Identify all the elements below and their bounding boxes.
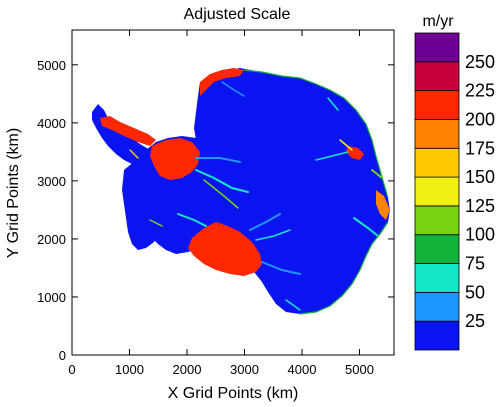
colorbar-swatch (414, 32, 460, 63)
y-tick-label: 4000 (37, 116, 66, 131)
colorbar-label: 50 (465, 282, 485, 302)
ross-ice-shelf (188, 222, 262, 276)
colorbar: 25 50 75 100 125 150 175 200 225 250 (414, 32, 495, 351)
colorbar-label: 250 (465, 52, 495, 72)
plot-frame (71, 29, 395, 356)
colorbar-label: 125 (465, 196, 495, 216)
colorbar-label: 175 (465, 138, 495, 158)
y-tick-label: 0 (59, 348, 66, 363)
y-axis: 0 1000 2000 3000 4000 5000 (37, 58, 394, 363)
colorbar-units: m/yr (422, 13, 454, 30)
colorbar-swatch (414, 320, 460, 351)
coastal-fast-flow-east (376, 190, 390, 220)
y-axis-label: Y Grid Points (km) (5, 128, 22, 258)
x-tick-label: 1000 (115, 362, 144, 377)
colorbar-swatch (414, 291, 460, 322)
y-tick-label: 5000 (37, 58, 66, 73)
colorbar-label: 75 (465, 254, 485, 274)
figure-title: Adjusted Scale (184, 6, 291, 23)
x-axis-label: X Grid Points (km) (168, 385, 299, 402)
colorbar-swatch (414, 205, 460, 236)
colorbar-label: 100 (465, 225, 495, 245)
coastal-fast-flow-north (200, 68, 244, 96)
x-tick-label: 2000 (173, 362, 202, 377)
colorbar-label: 225 (465, 81, 495, 101)
x-tick-label: 4000 (288, 362, 317, 377)
colorbar-swatch (414, 90, 460, 120)
ice-sheet-east (146, 68, 390, 314)
colorbar-swatch (414, 234, 460, 264)
larsen-ice-shelf (100, 116, 156, 146)
colorbar-label: 25 (465, 311, 485, 331)
glacier-tributaries (129, 81, 383, 311)
antarctica-map (92, 68, 390, 315)
y-tick-label: 2000 (37, 232, 66, 247)
colorbar-swatch (414, 147, 460, 178)
x-tick-label: 5000 (345, 362, 374, 377)
colorbar-swatch (414, 176, 460, 207)
colorbar-swatch (414, 119, 460, 149)
colorbar-swatch (414, 61, 460, 92)
y-tick-label: 3000 (37, 174, 66, 189)
coastal-fringe (243, 69, 389, 315)
colorbar-swatch (414, 263, 460, 293)
x-axis: 0 1000 2000 3000 4000 5000 (68, 30, 374, 377)
ronne-ice-shelf (150, 138, 200, 180)
x-tick-label: 3000 (230, 362, 259, 377)
x-tick-label: 0 (68, 362, 75, 377)
colorbar-label: 200 (465, 109, 495, 129)
colorbar-label: 150 (465, 167, 495, 187)
y-tick-label: 1000 (37, 290, 66, 305)
